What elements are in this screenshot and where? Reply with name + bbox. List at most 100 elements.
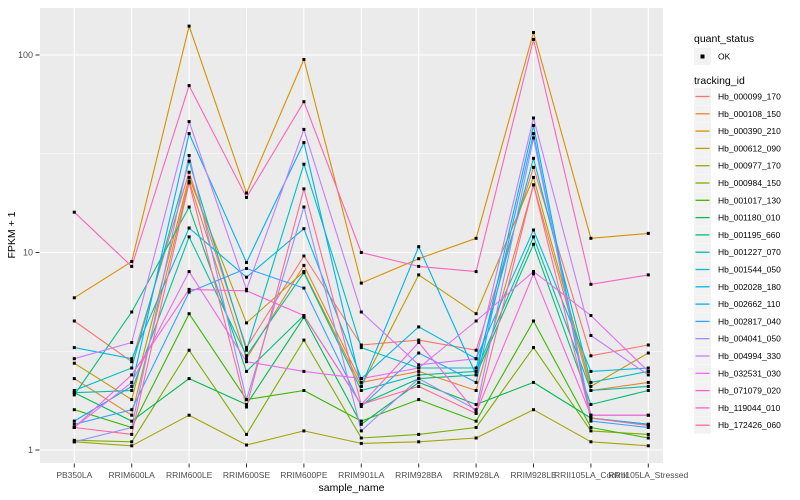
data-point (646, 424, 650, 427)
data-point (72, 393, 76, 397)
data-point (245, 369, 248, 373)
data-point (532, 319, 535, 323)
data-point (417, 338, 421, 342)
data-point (130, 260, 134, 263)
data-point (532, 132, 535, 136)
data-point (72, 419, 76, 423)
data-point (359, 377, 363, 381)
data-point (589, 429, 593, 433)
legend-label-Hb_002028_180: Hb_002028_180 (718, 282, 781, 292)
data-point (589, 282, 593, 286)
legend-label-Hb_000984_150: Hb_000984_150 (718, 178, 781, 188)
data-point (187, 205, 191, 209)
data-point (130, 398, 134, 402)
x-tick-label: RRIM600LE (166, 470, 213, 480)
data-point (302, 141, 306, 145)
data-point (474, 357, 478, 361)
legend-label-Hb_004041_050: Hb_004041_050 (718, 334, 781, 344)
data-point (130, 384, 134, 388)
data-point (130, 341, 134, 344)
data-point (589, 440, 593, 444)
data-point (417, 369, 421, 373)
data-point (130, 360, 134, 364)
data-point (359, 422, 363, 426)
data-point (646, 426, 650, 429)
data-point (532, 123, 535, 127)
data-point (417, 380, 421, 384)
data-point (532, 242, 535, 246)
data-point (646, 384, 650, 388)
data-point (474, 369, 478, 373)
data-point (532, 270, 535, 274)
data-point (187, 175, 191, 179)
data-point (72, 210, 76, 214)
data-point (187, 226, 191, 230)
data-point (302, 286, 306, 290)
data-point (589, 380, 593, 384)
data-point (417, 398, 421, 402)
data-point (130, 357, 134, 361)
data-point (532, 156, 535, 160)
data-point (359, 251, 363, 254)
data-point (589, 426, 593, 429)
data-point (130, 432, 134, 436)
data-point (417, 377, 421, 381)
data-point (474, 236, 478, 240)
data-point (245, 275, 248, 279)
data-point (359, 419, 363, 423)
data-point (589, 314, 593, 317)
data-point (130, 380, 134, 384)
data-point (589, 354, 593, 358)
data-point (359, 441, 363, 445)
legend-label-Hb_004994_330: Hb_004994_330 (718, 351, 781, 361)
data-point (72, 357, 76, 361)
data-point (130, 444, 134, 448)
data-point (130, 373, 134, 377)
data-point (532, 165, 535, 169)
data-point (245, 357, 248, 361)
data-point (72, 426, 76, 429)
data-point (130, 389, 134, 392)
x-axis-title: sample_name (319, 482, 385, 494)
y-axis-title: FPKM + 1 (6, 211, 18, 258)
legend-label-Hb_000390_210: Hb_000390_210 (718, 126, 781, 136)
data-point (646, 436, 650, 440)
x-tick-label: RRIM600LA (109, 470, 156, 480)
legend-title-tracking-id: tracking_id (694, 75, 745, 87)
data-point (474, 408, 478, 412)
data-point (302, 263, 306, 267)
legend-label-Hb_002817_040: Hb_002817_040 (718, 316, 781, 326)
data-point (187, 413, 191, 417)
data-point (474, 419, 478, 423)
legend-title-quant-status: quant_status (694, 33, 754, 45)
legend-label-Hb_000108_150: Hb_000108_150 (718, 109, 781, 119)
data-point (474, 373, 478, 377)
data-point (589, 389, 593, 392)
data-point (417, 384, 421, 388)
data-point (245, 267, 248, 270)
data-point (187, 270, 191, 274)
data-point (130, 366, 134, 370)
data-point (245, 403, 248, 406)
legend-label-Hb_172426_060: Hb_172426_060 (718, 420, 781, 430)
data-point (417, 273, 421, 277)
data-point (130, 440, 134, 444)
x-tick-label: PB350LA (56, 470, 92, 480)
data-point (646, 380, 650, 384)
data-point (646, 389, 650, 392)
legend-label-Hb_001544_050: Hb_001544_050 (718, 265, 781, 275)
ok-point-icon (700, 54, 705, 59)
data-point (589, 369, 593, 373)
data-point (187, 132, 191, 136)
data-point (532, 346, 535, 350)
data-point (359, 310, 363, 314)
data-point (474, 380, 478, 384)
data-point (359, 436, 363, 440)
data-point (474, 436, 478, 440)
data-point (532, 380, 535, 384)
data-point (130, 426, 134, 429)
data-point (359, 429, 363, 433)
data-point (589, 236, 593, 240)
data-point (474, 412, 478, 415)
data-point (417, 432, 421, 436)
